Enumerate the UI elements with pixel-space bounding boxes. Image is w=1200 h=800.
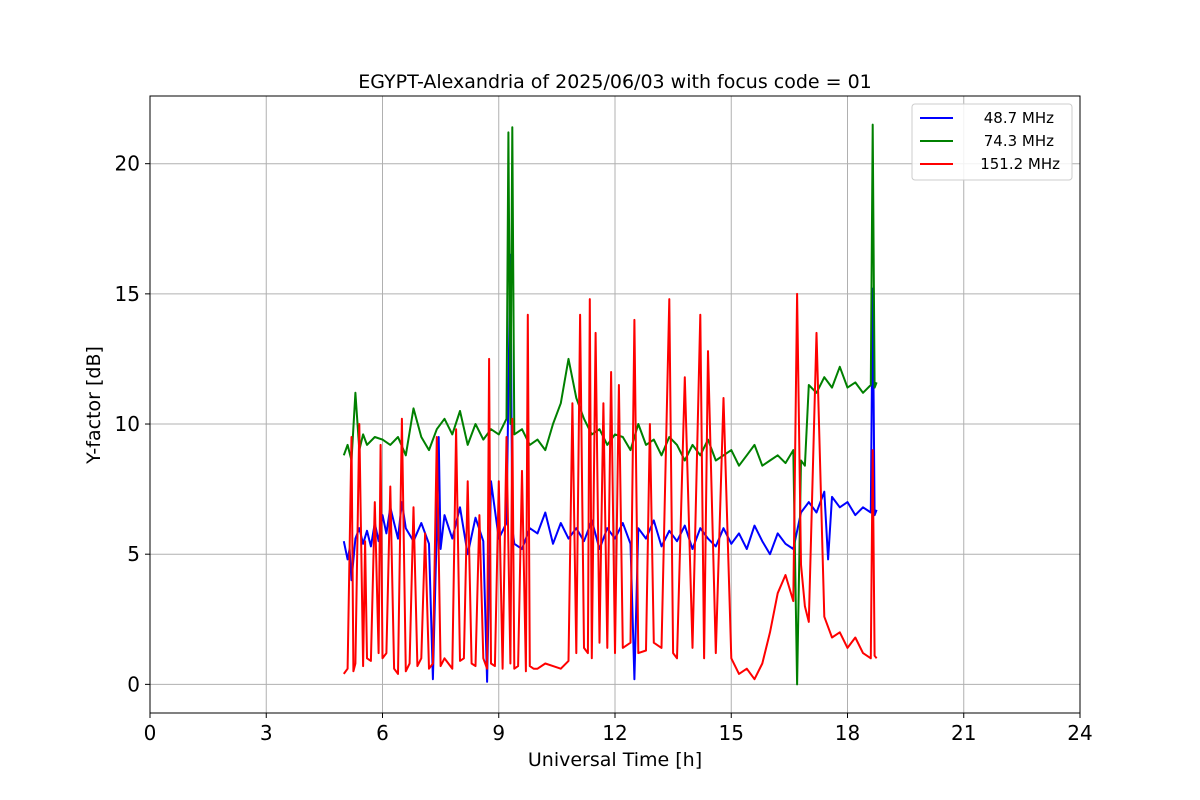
axis-ticks: 0 3 6 9 12 15 18 21 24 0 5 10 15 20 (115, 152, 1093, 745)
y-tick-label: 5 (127, 542, 140, 566)
series-lines (342, 123, 878, 686)
y-tick-label: 15 (115, 282, 140, 306)
x-tick-label: 24 (1067, 721, 1092, 745)
y-tick-label: 20 (115, 152, 140, 176)
x-tick-label: 12 (602, 721, 627, 745)
x-tick-label: 21 (951, 721, 976, 745)
y-tick-label: 10 (115, 412, 140, 436)
x-tick-label: 18 (835, 721, 860, 745)
x-tick-label: 6 (376, 721, 389, 745)
legend: 48.7 MHz 74.3 MHz 151.2 MHz (911, 103, 1073, 181)
series-line-0 (342, 253, 878, 683)
legend-label-48-7: 48.7 MHz (984, 109, 1054, 127)
x-axis-label: Universal Time [h] (528, 749, 702, 771)
y-tick-label: 0 (127, 672, 140, 696)
legend-label-151-2: 151.2 MHz (980, 155, 1060, 173)
x-tick-label: 0 (144, 721, 157, 745)
x-tick-label: 9 (492, 721, 505, 745)
y-axis-label: Y-factor [dB] (83, 346, 105, 465)
legend-box (911, 103, 1073, 181)
series-line-2 (342, 292, 878, 681)
x-tick-label: 3 (260, 721, 273, 745)
x-tick-label: 15 (719, 721, 744, 745)
legend-label-74-3: 74.3 MHz (984, 132, 1054, 150)
chart-title: EGYPT-Alexandria of 2025/06/03 with focu… (358, 71, 872, 93)
